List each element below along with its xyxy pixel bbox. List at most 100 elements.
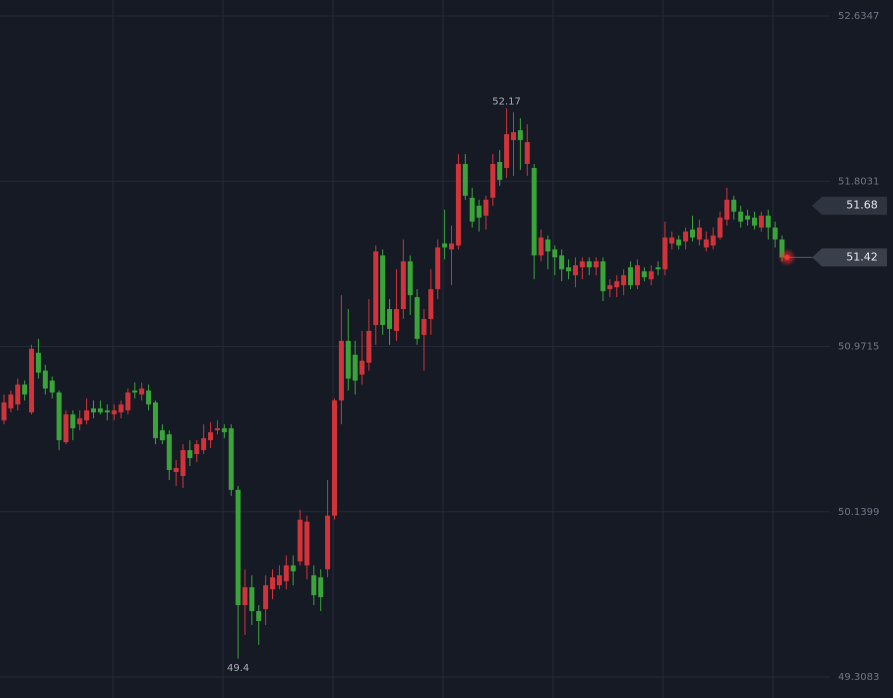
candle-body <box>469 197 475 222</box>
candle-body <box>166 434 172 471</box>
candle-body <box>669 237 675 244</box>
candle-body <box>387 309 393 329</box>
candle-body <box>201 438 207 451</box>
candle-body <box>442 243 448 248</box>
candle-body <box>703 239 709 248</box>
candle-body <box>97 408 103 413</box>
candle-body <box>614 281 620 288</box>
candle-body <box>194 444 200 455</box>
candle-body <box>56 392 62 441</box>
candle-body <box>504 134 510 168</box>
y-tick-label: 49.3083 <box>838 672 879 683</box>
candle-body <box>104 410 110 413</box>
candle-body <box>42 370 48 389</box>
candle-body <box>449 243 455 250</box>
candle-body <box>400 261 406 310</box>
candle-body <box>84 410 90 421</box>
candle-body <box>304 521 310 566</box>
last-price-dot <box>784 254 790 260</box>
candle-body <box>228 428 234 490</box>
candle-body <box>139 388 145 395</box>
candle-body <box>359 360 365 375</box>
candle-body <box>325 515 331 570</box>
candle-body <box>331 400 337 516</box>
candle-body <box>70 414 76 429</box>
candle-body <box>717 217 723 238</box>
candle-body <box>738 211 744 222</box>
high-label: 52.17 <box>492 96 521 107</box>
candle-body <box>249 587 255 612</box>
candle-body <box>276 575 282 586</box>
candle-body <box>49 380 55 393</box>
y-tick-label: 50.1399 <box>838 507 879 518</box>
candle-body <box>710 235 716 246</box>
last-price-tag: 51.42 <box>846 250 878 263</box>
reference-price-tag-box <box>812 196 887 215</box>
candle-body <box>91 408 97 413</box>
candle-body <box>455 163 461 246</box>
candle-body <box>29 348 35 413</box>
candle-body <box>531 167 537 256</box>
candle-body <box>214 428 220 431</box>
candle-body <box>751 217 757 226</box>
candle-body <box>118 404 124 413</box>
candle-body <box>8 394 14 409</box>
candle-body <box>731 199 737 212</box>
candle-body <box>621 275 627 286</box>
candle-body <box>132 390 138 393</box>
reference-price-tag: 51.68 <box>846 199 878 212</box>
candle-body <box>352 354 358 381</box>
candle-body <box>634 265 640 286</box>
candle-body <box>745 215 751 220</box>
candle-body <box>152 402 158 439</box>
candle-body <box>676 239 682 246</box>
candle-body <box>689 229 695 238</box>
candle-body <box>77 418 83 425</box>
candle-body <box>421 318 427 335</box>
candle-body <box>187 450 193 459</box>
candle-body <box>373 251 379 325</box>
candle-body <box>662 237 668 270</box>
candle-body <box>779 239 785 258</box>
candle-body <box>510 132 516 141</box>
candle-body <box>696 227 702 240</box>
candle-body <box>497 161 503 180</box>
candle-body <box>159 430 165 441</box>
candle-body <box>476 205 482 218</box>
candle-body <box>15 384 21 405</box>
candle-body <box>1 402 7 421</box>
candle-body <box>428 289 434 319</box>
candle-body <box>290 565 296 572</box>
candle-body <box>524 142 530 164</box>
y-tick-label: 50.9715 <box>838 342 879 353</box>
candle-body <box>572 265 578 276</box>
last-price-tag-box <box>812 248 887 267</box>
candle-body <box>552 249 558 258</box>
candle-body <box>758 215 764 228</box>
candle-body <box>180 450 186 476</box>
candle-body <box>311 575 317 596</box>
candle-body <box>648 271 654 280</box>
y-tick-label: 51.8031 <box>838 176 879 187</box>
candle-body <box>318 577 324 598</box>
candle-body <box>579 261 585 268</box>
candle-body <box>146 390 152 405</box>
candle-body <box>221 428 227 433</box>
candle-body <box>63 414 69 443</box>
candle-body <box>270 577 276 590</box>
low-label: 49.4 <box>227 663 249 674</box>
candle-body <box>366 330 372 363</box>
candle-body <box>607 285 613 290</box>
candle-body <box>242 587 248 606</box>
candle-body <box>208 432 214 441</box>
candle-body <box>414 297 420 339</box>
candle-body <box>538 237 544 256</box>
candle-body <box>655 267 661 270</box>
candle-body <box>490 163 496 198</box>
candle-body <box>435 247 441 290</box>
candle-body <box>641 271 647 278</box>
candle-body <box>559 255 565 270</box>
candle-body <box>111 410 117 415</box>
